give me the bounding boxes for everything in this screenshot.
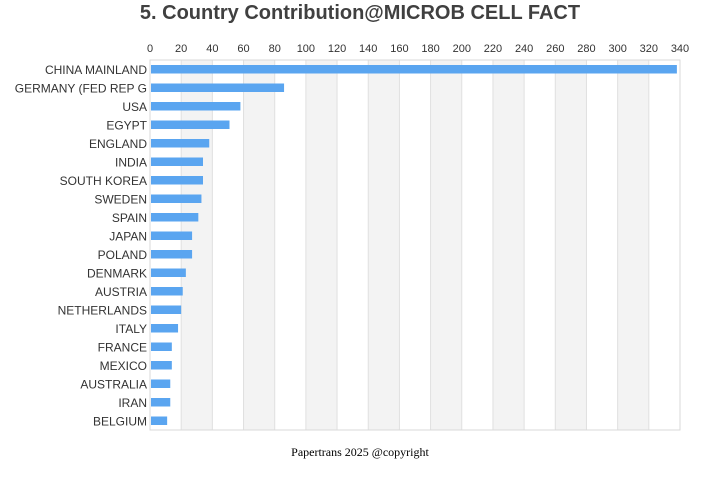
category-label: IRAN — [118, 396, 147, 410]
category-label: FRANCE — [98, 340, 147, 354]
bar — [151, 83, 285, 92]
bar — [151, 102, 241, 111]
x-tick-label: 200 — [453, 43, 471, 55]
x-tick-label: 100 — [297, 43, 315, 55]
bar — [151, 398, 171, 407]
bar — [151, 379, 171, 388]
x-tick-label: 180 — [421, 43, 439, 55]
grid-band — [555, 60, 587, 430]
grid-band — [181, 60, 213, 430]
category-label: AUSTRIA — [95, 285, 147, 299]
category-label: DENMARK — [87, 266, 147, 280]
category-label: CHINA MAINLAND — [45, 63, 147, 77]
bar — [151, 287, 183, 296]
category-label: ITALY — [115, 322, 147, 336]
bar — [151, 194, 202, 203]
category-label: AUSTRALIA — [80, 377, 147, 391]
bar — [151, 342, 172, 351]
category-label: EGYPT — [106, 118, 147, 132]
category-label: USA — [122, 100, 147, 114]
bar — [151, 250, 193, 259]
bar — [151, 231, 193, 240]
bar — [151, 305, 182, 314]
bar — [151, 65, 677, 74]
grid-band — [492, 60, 525, 430]
category-label: ENGLAND — [89, 137, 147, 151]
category-label: SOUTH KOREA — [60, 174, 147, 188]
grid-band — [368, 60, 400, 430]
x-tick-label: 260 — [546, 43, 564, 55]
x-tick-label: 160 — [390, 43, 408, 55]
x-tick-label: 340 — [671, 43, 689, 55]
bar — [151, 324, 179, 333]
x-tick-label: 240 — [515, 43, 533, 55]
category-label: SWEDEN — [94, 192, 147, 206]
grid-band — [243, 60, 275, 430]
category-label: SPAIN — [112, 211, 147, 225]
x-tick-label: 120 — [328, 43, 346, 55]
bar — [151, 139, 210, 148]
grid-band — [617, 60, 649, 430]
category-label: MEXICO — [100, 359, 147, 373]
x-tick-label: 220 — [484, 43, 502, 55]
bar — [151, 157, 203, 166]
category-label: INDIA — [115, 155, 147, 169]
x-tick-label: 60 — [237, 43, 249, 55]
chart-title: 5. Country Contribution@MICROB CELL FACT — [139, 2, 581, 24]
category-label: JAPAN — [109, 229, 147, 243]
bar — [151, 213, 199, 222]
plot-border — [149, 59, 681, 431]
bar — [151, 268, 186, 277]
bar — [151, 120, 230, 129]
category-label: BELGIUM — [93, 414, 147, 428]
bar — [151, 416, 168, 425]
x-tick-label: 80 — [269, 43, 281, 55]
bar — [151, 361, 172, 370]
category-label: NETHERLANDS — [58, 303, 147, 317]
x-tick-label: 320 — [640, 43, 658, 55]
category-label: POLAND — [98, 248, 148, 262]
bar — [151, 176, 203, 185]
grid-band — [430, 60, 462, 430]
category-label: GERMANY (FED REP G — [15, 81, 147, 95]
x-tick-label: 140 — [359, 43, 377, 55]
x-tick-label: 0 — [147, 43, 153, 55]
grid-band — [305, 60, 338, 430]
x-tick-label: 40 — [206, 43, 218, 55]
x-tick-label: 20 — [175, 43, 187, 55]
x-tick-label: 300 — [608, 43, 626, 55]
x-tick-label: 280 — [577, 43, 595, 55]
copyright-footer: Papertrans 2025 @copyright — [291, 445, 429, 459]
